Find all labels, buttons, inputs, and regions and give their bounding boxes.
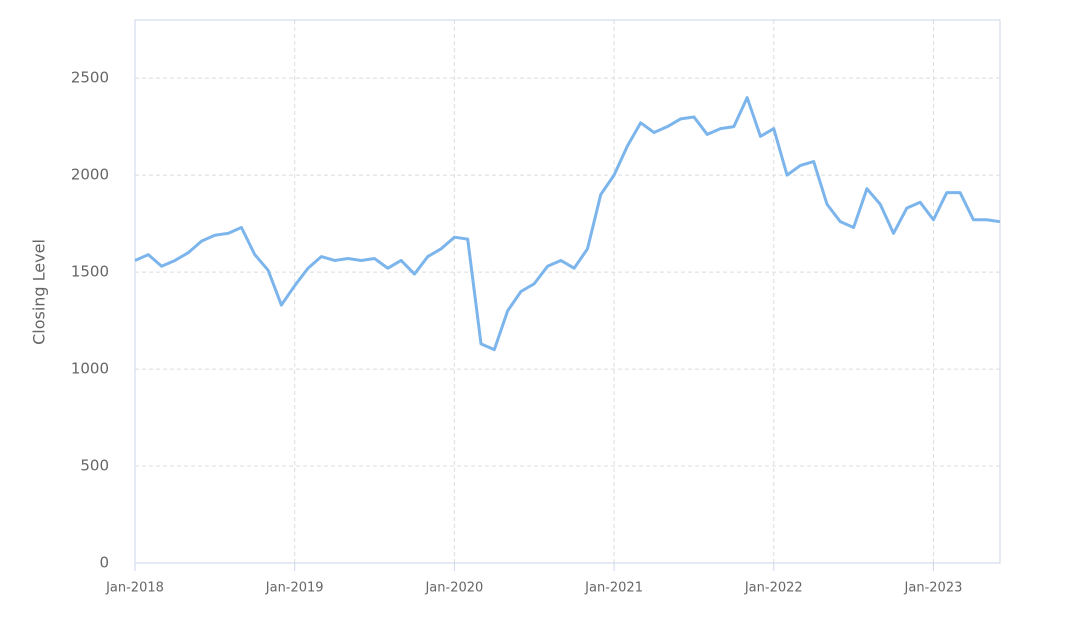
x-tick-label: Jan-2021 <box>584 581 643 596</box>
y-tick-label: 2000 <box>71 166 109 184</box>
y-tick-label: 500 <box>80 457 109 475</box>
x-tick-label: Jan-2020 <box>424 581 483 596</box>
y-tick-label: 2500 <box>71 69 109 87</box>
x-tick-label: Jan-2023 <box>904 581 963 596</box>
y-tick-label: 1500 <box>71 263 109 281</box>
y-axis-title: Closing Level <box>30 239 49 345</box>
line <box>134 96 1001 352</box>
plot-border <box>134 19 1001 564</box>
x-tick-label: Jan-2018 <box>105 581 164 596</box>
x-tick-label: Jan-2019 <box>265 581 324 596</box>
y-tick-label: 1000 <box>71 360 109 378</box>
y-tick-label: 0 <box>99 554 109 572</box>
x-tick-label: Jan-2022 <box>744 581 803 596</box>
